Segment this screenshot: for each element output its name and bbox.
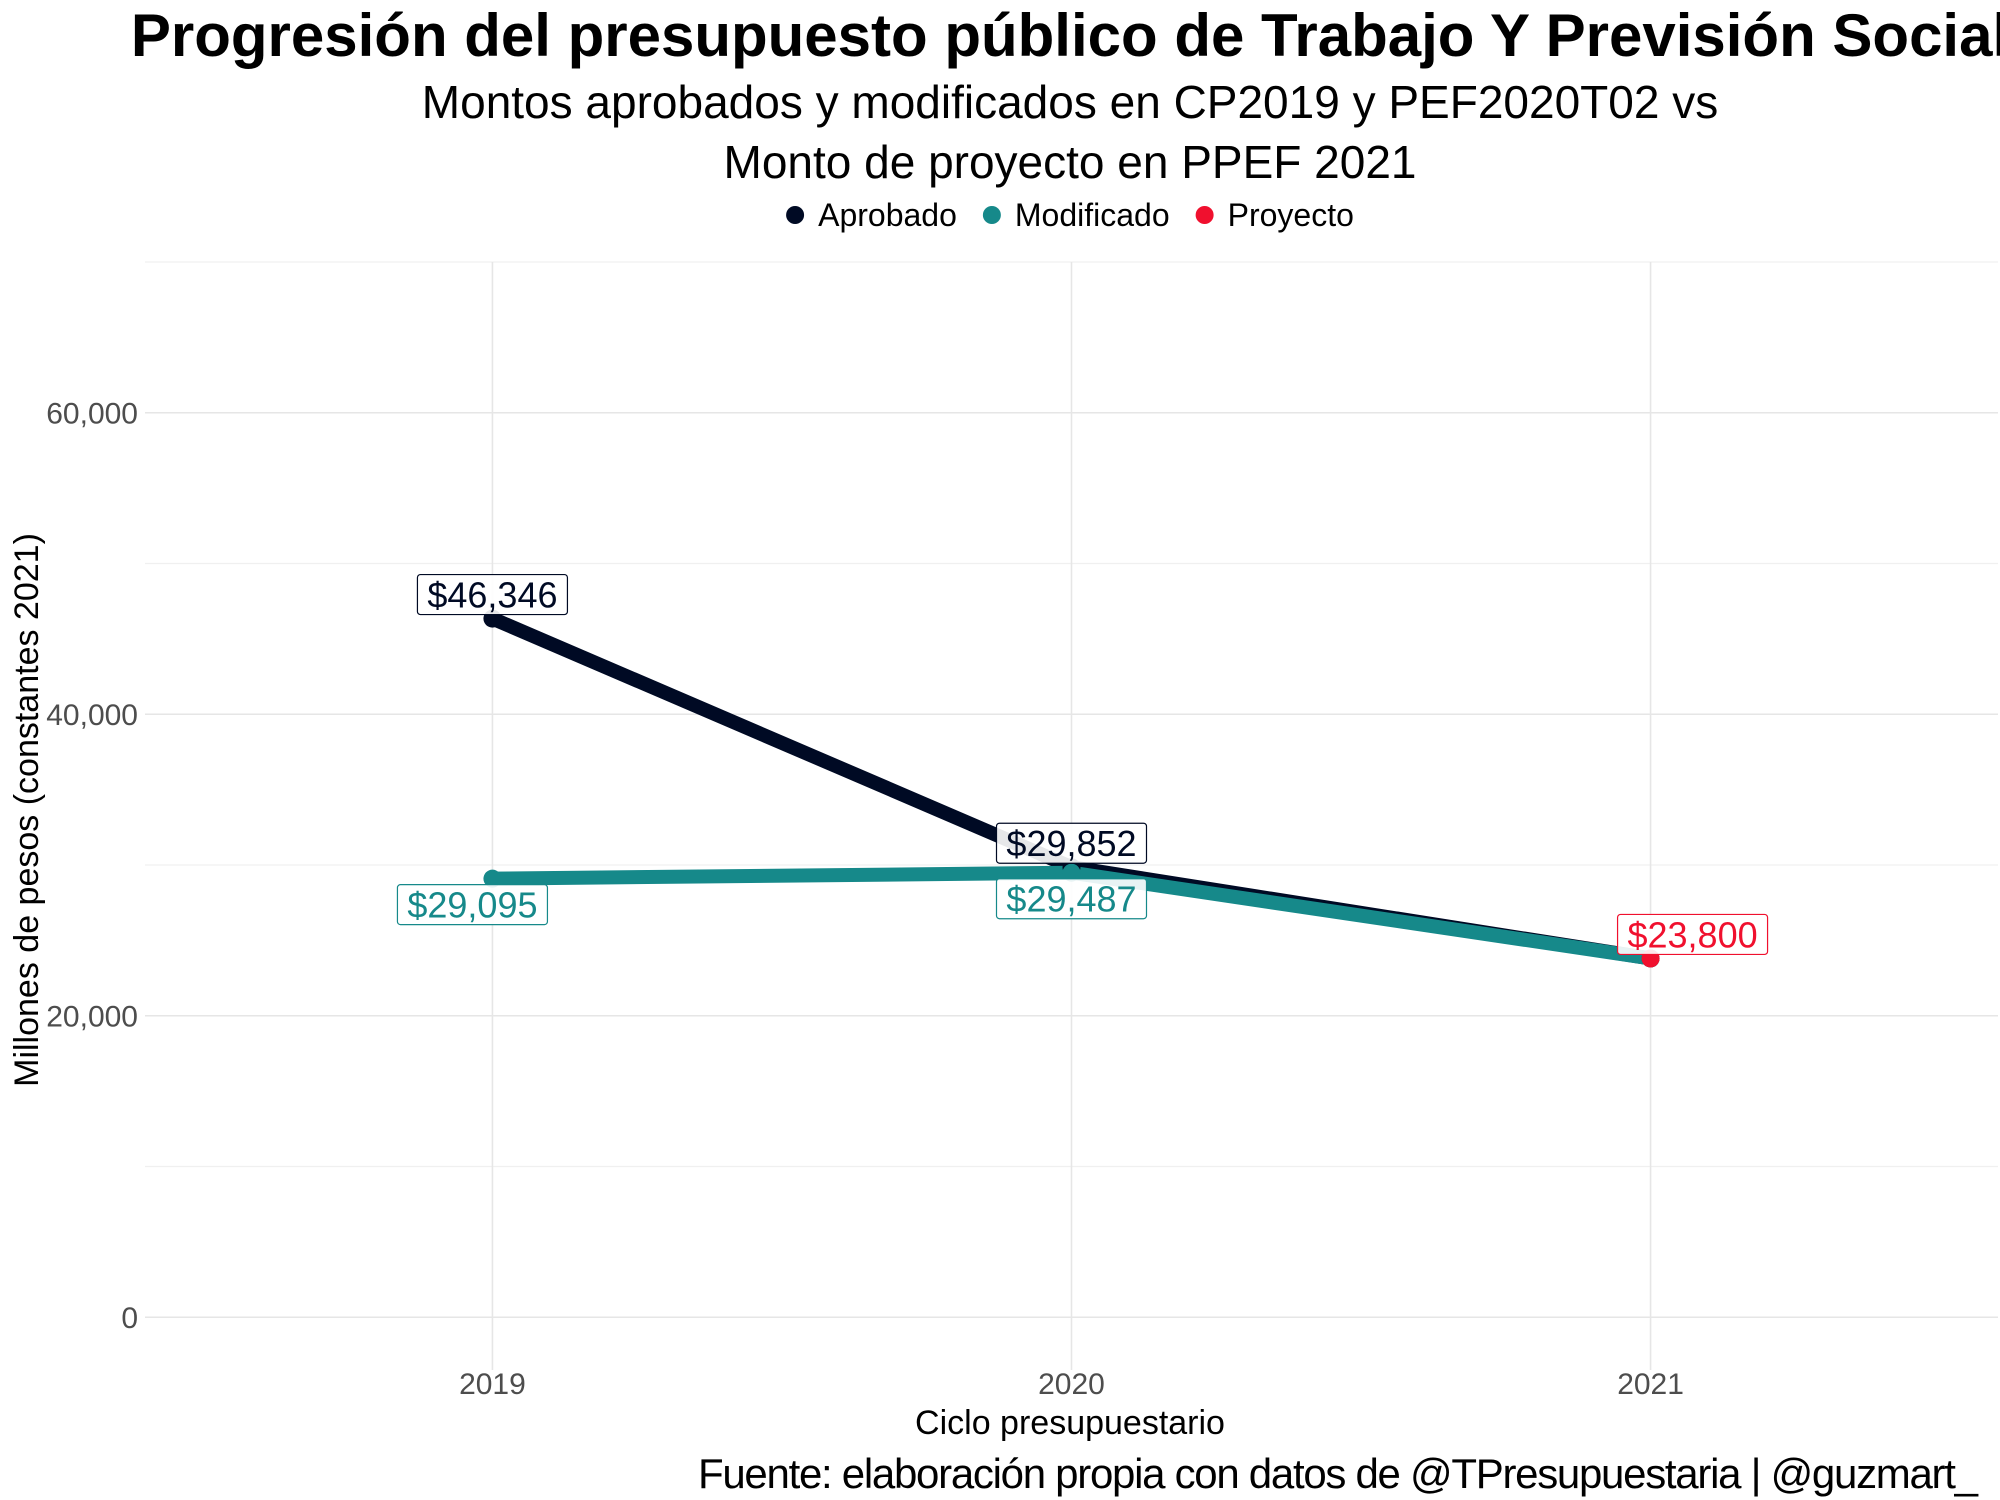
data-label-box (995, 878, 1148, 920)
y-axis-title: Millones de pesos (constantes 2021) (8, 533, 46, 1087)
data-label-modificado: $29,095 (396, 884, 549, 926)
data-label-text: $29,095 (407, 885, 537, 926)
legend-label-aprobado: Aprobado (818, 197, 957, 233)
plot-grid (145, 261, 1998, 1370)
data-label-aprobado: $29,852 (995, 822, 1148, 864)
legend-item-modificado: Modificado (982, 197, 1170, 233)
x-tick-label: 2019 (459, 1368, 526, 1401)
chart-title: Progresión del presupuesto público de Tr… (131, 2, 2000, 69)
data-label-text: $29,852 (1006, 823, 1136, 864)
chart-subtitle-line-1: Montos aprobados y modificados en CP2019… (422, 76, 1718, 128)
x-tick-label: 2021 (1617, 1368, 1684, 1401)
x-axis-title: Ciclo presupuestario (915, 1404, 1225, 1442)
data-point-modificado (483, 869, 502, 888)
legend: Aprobado Modificado Proyecto (786, 197, 1354, 233)
chart-subtitle-line-2: Monto de proyecto en PPEF 2021 (724, 136, 1417, 188)
data-label-box (416, 573, 569, 616)
y-tick-label: 40,000 (46, 699, 138, 732)
y-tick-label: 60,000 (46, 398, 138, 431)
legend-key-modificado (982, 206, 1001, 224)
y-axis-ticks: 0 20,000 40,000 60,000 (46, 398, 138, 1335)
data-label-modificado: $29,487 (995, 878, 1148, 920)
legend-key-aprobado (786, 206, 805, 224)
data-point-modificado (1062, 863, 1081, 882)
data-label-text: $46,346 (427, 575, 557, 616)
legend-key-proyecto (1195, 206, 1214, 224)
data-label-box (1616, 913, 1769, 956)
legend-item-proyecto: Proyecto (1195, 197, 1354, 233)
data-label-aprobado: $46,346 (416, 573, 569, 616)
data-label-text: $23,800 (1627, 914, 1757, 955)
data-label-proyecto: $23,800 (1616, 913, 1769, 956)
chart-caption: Fuente: elaboración propia con datos de … (698, 1450, 1979, 1497)
data-labels: $46,346 $29,852 $29,095 $29,487 $23,800 (396, 573, 1769, 956)
legend-label-modificado: Modificado (1015, 197, 1170, 233)
x-tick-label: 2020 (1038, 1368, 1105, 1401)
legend-item-aprobado: Aprobado (786, 197, 957, 233)
x-axis-ticks: 2019 2020 2021 (459, 1368, 1684, 1401)
y-tick-label: 20,000 (46, 1001, 138, 1034)
y-tick-label: 0 (121, 1302, 138, 1335)
data-label-text: $29,487 (1006, 879, 1136, 920)
data-label-box (995, 822, 1148, 864)
data-label-box (396, 884, 549, 926)
legend-label-proyecto: Proyecto (1228, 197, 1354, 233)
